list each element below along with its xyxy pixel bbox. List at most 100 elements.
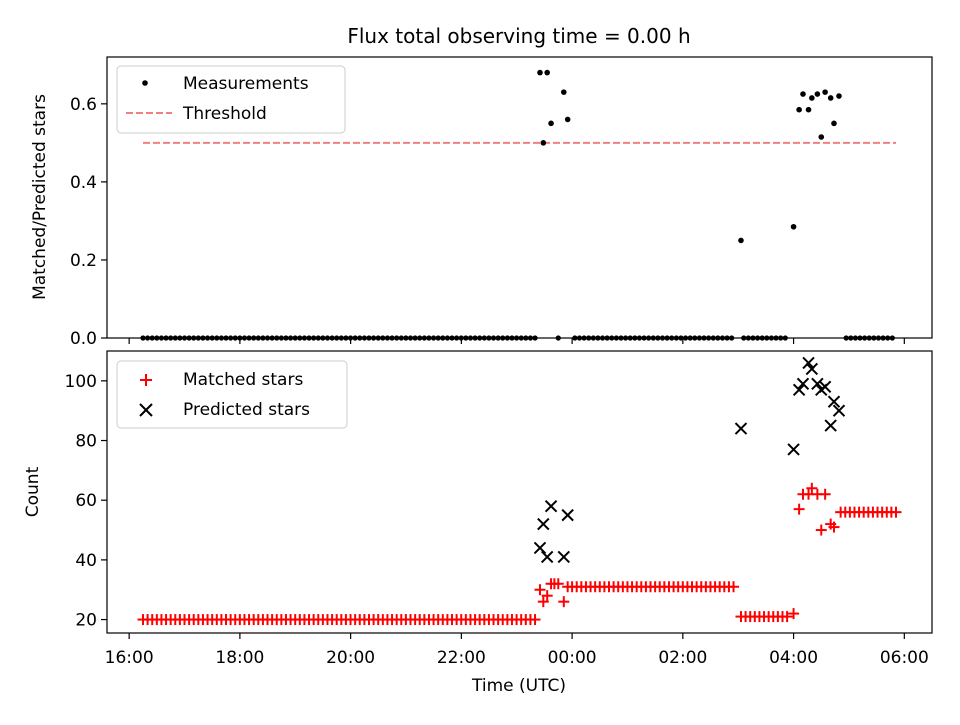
bottom-x-tick-label: 06:00: [880, 648, 929, 668]
predicted-star-stroke: [818, 380, 832, 394]
bottom-y-tick-label: 100: [65, 372, 97, 392]
predicted-star-stroke: [557, 550, 571, 564]
bottom-y-axis-label: Count: [23, 466, 43, 517]
matched-star-point: [541, 590, 553, 602]
top-panel: 0.0 0.2 0.4 0.6 Matched/Predicted stars Mea…: [30, 56, 933, 349]
top-axes-frame: [106, 56, 933, 339]
predicted-star-stroke: [827, 395, 841, 408]
predicted-star-point: [540, 550, 554, 564]
measurement-point: [805, 106, 812, 113]
legend-label-matched-stars: Matched stars: [183, 370, 303, 390]
predicted-star-stroke: [544, 499, 558, 513]
matched-star-point: [815, 524, 827, 536]
measurement-point: [537, 69, 543, 76]
bottom-y-ticks: 20 40 60 80 100: [65, 372, 107, 631]
measurement-point: [831, 120, 837, 127]
predicted-star-stroke: [787, 443, 800, 456]
predicted-star-point: [734, 422, 748, 435]
matched-star-point: [781, 611, 793, 623]
bottom-x-ticks: 16:00 18:00 20:00 22:00 00:00 02:00 04:00 06:00: [105, 633, 929, 668]
bottom-legend-box: [116, 360, 348, 429]
bottom-panel: 20 40 60 80 100 16:00 18:00 20:00 22:00 00:00 02:…: [23, 350, 933, 696]
predicted-star-stroke: [533, 541, 547, 555]
measurement-point: [738, 237, 744, 244]
bottom-x-tick-label: 04:00: [769, 648, 818, 668]
matched-star-point: [558, 596, 570, 608]
bottom-x-tick-label: 02:00: [658, 648, 707, 668]
matched-star-point: [552, 578, 564, 590]
predicted-star-point: [787, 443, 800, 456]
predicted-star-stroke: [832, 404, 846, 417]
matched-star-point: [819, 488, 831, 500]
predicted-star-point: [537, 517, 550, 531]
predicted-star-stroke: [792, 383, 806, 397]
measurement-point: [790, 223, 797, 230]
bottom-x-tick-label: 16:00: [105, 648, 154, 668]
legend-marker-matched-stars: [140, 374, 152, 386]
matched-star-point: [728, 581, 740, 593]
predicted-star-point: [832, 404, 846, 417]
predicted-star-stroke: [824, 419, 837, 432]
matched-star-point: [534, 584, 546, 596]
matched-star-point: [793, 503, 805, 515]
predicted-star-point: [544, 499, 558, 513]
matched-star-point: [806, 482, 818, 494]
predicted-star-stroke: [805, 362, 819, 376]
top-legend-box: [116, 65, 346, 134]
x-axis-label: Time (UTC): [471, 676, 566, 696]
top-marks: [140, 69, 897, 341]
measurement-point: [548, 120, 554, 127]
predicted-star-stroke: [796, 377, 810, 391]
measurement-point: [540, 140, 547, 146]
legend-marker-measurements: [142, 80, 148, 86]
matched-star-point: [890, 506, 902, 518]
measurement-point: [827, 95, 834, 101]
predicted-star-stroke: [537, 517, 550, 531]
predicted-star-stroke: [540, 550, 554, 564]
measurement-point: [544, 69, 550, 76]
top-y-ticks: 0.0 0.2 0.4 0.6: [70, 95, 107, 349]
measurement-point: [564, 116, 571, 123]
bottom-y-tick-label: 20: [75, 611, 97, 631]
legend-label-predicted-stars: Predicted stars: [183, 400, 310, 420]
matched-star-point: [828, 521, 840, 533]
predicted-star-point: [792, 383, 806, 397]
bottom-marks: [137, 356, 902, 626]
bottom-legend: Matched stars Predicted stars: [116, 360, 348, 429]
top-y-tick-label: 0.6: [70, 95, 97, 115]
measurement-point: [800, 91, 806, 97]
predicted-star-point: [557, 550, 571, 564]
legend-label-threshold: Threshold: [182, 104, 267, 124]
predicted-star-point: [818, 380, 832, 394]
measurement-point: [814, 91, 821, 97]
measurement-point: [822, 89, 828, 95]
predicted-star-point: [796, 377, 810, 391]
bottom-x-tick-label: 18:00: [215, 648, 264, 668]
bottom-x-tick-label: 00:00: [548, 648, 597, 668]
bottom-x-tick-label: 22:00: [437, 648, 486, 668]
legend-marker-predicted-stars: [139, 403, 153, 417]
measurement-point: [560, 89, 567, 95]
bottom-y-tick-label: 80: [75, 432, 97, 452]
matched-star-point: [562, 581, 574, 593]
top-legend: Measurements Threshold: [116, 65, 346, 134]
predicted-star-point: [561, 508, 574, 522]
top-y-axis-label: Matched/Predicted stars: [30, 94, 50, 300]
matched-star-point: [529, 614, 541, 626]
measurement-point: [809, 95, 815, 101]
predicted-star-point: [811, 377, 824, 391]
measurement-point: [796, 106, 802, 113]
bottom-y-tick-label: 40: [75, 551, 97, 571]
measurement-point: [836, 93, 842, 99]
predicted-star-stroke: [561, 508, 574, 522]
predicted-star-stroke: [802, 356, 815, 370]
legend-label-measurements: Measurements: [183, 74, 309, 94]
predicted-star-point: [824, 419, 837, 432]
predicted-star-point: [802, 356, 815, 370]
top-y-tick-label: 0.2: [70, 251, 97, 271]
top-y-tick-label: 0.4: [70, 173, 97, 193]
bottom-y-tick-label: 60: [75, 491, 97, 511]
measurement-point: [818, 134, 825, 140]
